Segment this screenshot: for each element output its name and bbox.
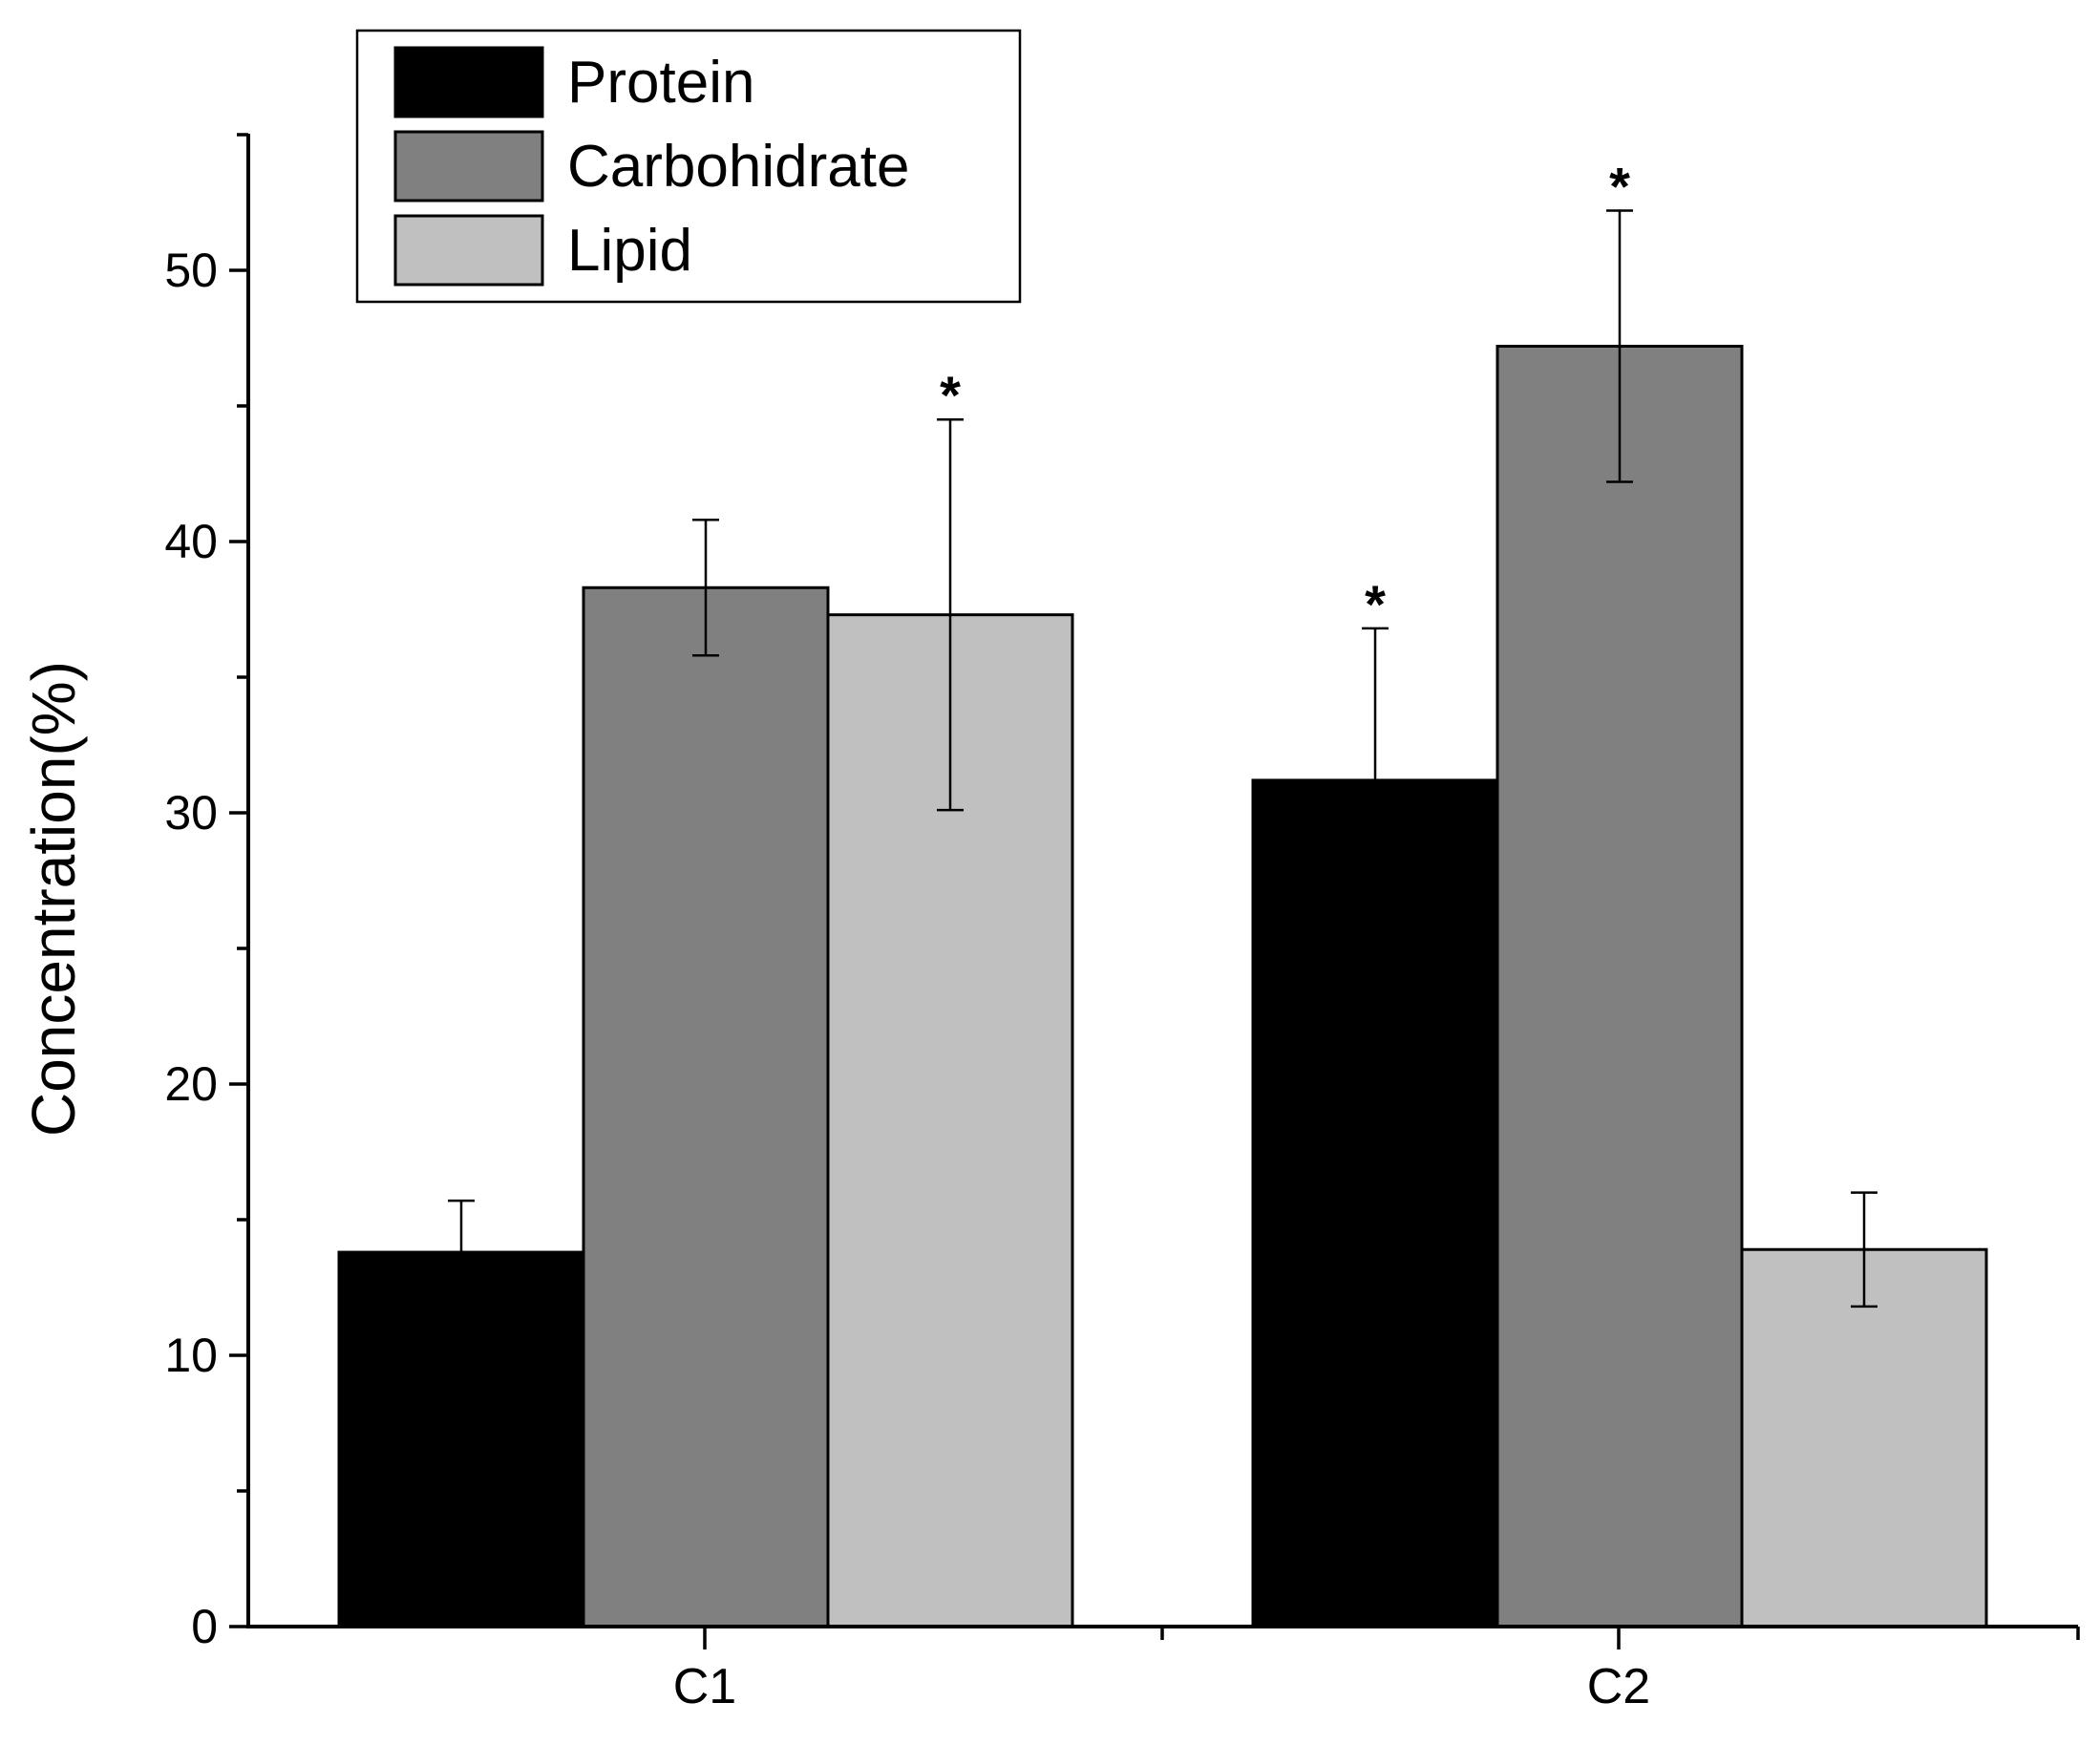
error-bar-lipid-c2 (1851, 1191, 1877, 1309)
error-bar-protein-c1 (448, 1199, 475, 1253)
y-tick-label-20: 20 (164, 1057, 218, 1111)
y-tick-label-40: 40 (164, 515, 218, 568)
bar-lipid-c2 (1740, 1247, 1988, 1628)
error-bar-carbohidrate-c1 (692, 519, 719, 657)
bar-protein-c2 (1251, 778, 1499, 1628)
legend-swatch-lipid (393, 214, 544, 287)
bar-carbohidrate-c1 (582, 585, 830, 1628)
x-tick-label-c2: C2 (1587, 1659, 1650, 1714)
legend-swatch-carbohidrate (393, 130, 544, 202)
y-tick-label-30: 30 (164, 786, 218, 840)
significance-marker-carbohidrate-c2: * (1609, 157, 1630, 217)
legend: Protein Carbohidrate Lipid (355, 29, 1022, 304)
bar-carbohidrate-c2 (1495, 345, 1744, 1628)
significance-marker-protein-c2: * (1365, 574, 1386, 634)
error-bars-layer: * * * (448, 157, 1877, 1309)
y-tick-label-10: 10 (164, 1329, 218, 1382)
error-bar-lipid-c1 (937, 417, 964, 812)
bar-protein-c1 (337, 1250, 585, 1628)
error-bar-carbohidrate-c2 (1606, 209, 1633, 483)
y-axis-label: Concentration(%) (19, 661, 88, 1137)
labels-layer: Concentration(%) (19, 661, 88, 1137)
axes-layer: 0 10 20 30 40 50 C1 C2 (164, 133, 2080, 1714)
y-tick-label-50: 50 (164, 244, 218, 297)
error-bar-protein-c2 (1362, 627, 1389, 780)
legend-label-lipid: Lipid (567, 218, 692, 284)
legend-label-protein: Protein (567, 50, 754, 116)
legend-label-carbohidrate: Carbohidrate (567, 134, 909, 200)
legend-swatch-protein (393, 46, 544, 118)
y-tick-label-0: 0 (191, 1600, 218, 1653)
significance-marker-lipid-c1: * (940, 365, 961, 425)
x-tick-label-c1: C1 (673, 1659, 736, 1714)
bars-layer (337, 345, 1988, 1628)
